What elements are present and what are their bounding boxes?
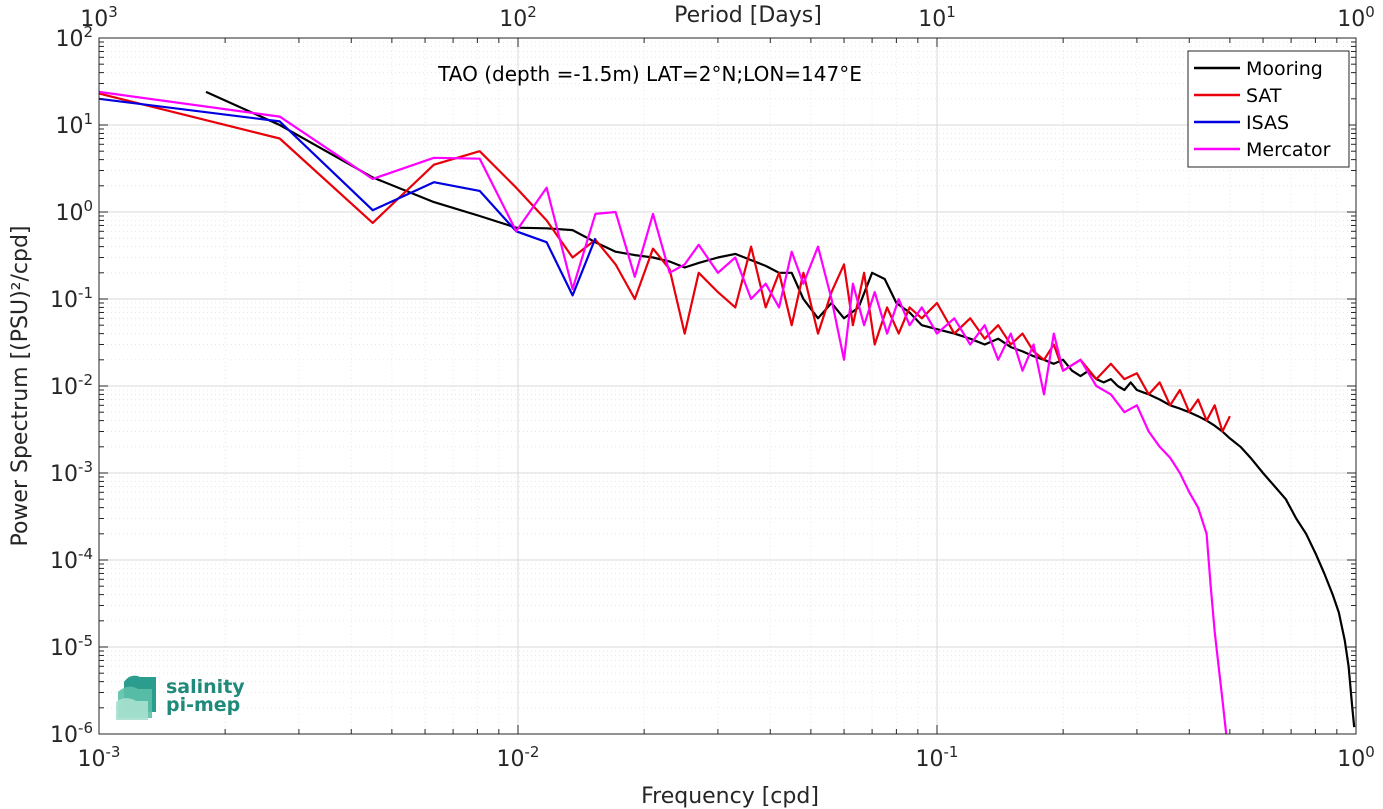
tick-marks xyxy=(98,37,1357,735)
top-tick-label: 101 xyxy=(918,3,956,32)
logo-text-salinity: salinity xyxy=(166,676,245,698)
series-line-mercator xyxy=(99,90,1228,734)
x-tick-label: 10-1 xyxy=(916,743,959,772)
y-tick-labels: 102 101 100 10-1 10-2 10-3 10-4 10-5 10-6 xyxy=(50,23,93,748)
legend-label-mooring: Mooring xyxy=(1246,58,1323,80)
y-tick-label: 10-1 xyxy=(50,284,93,313)
series-line-isas xyxy=(99,97,597,297)
x-tick-label: 100 xyxy=(1337,743,1375,772)
top-tick-label: 100 xyxy=(1337,3,1375,32)
grid xyxy=(98,38,1356,735)
top-tick-labels: 103 102 101 100 xyxy=(80,3,1375,32)
x-axis-title: Frequency [cpd] xyxy=(641,784,819,809)
y-tick-label: 10-6 xyxy=(50,719,93,748)
legend-label-sat: SAT xyxy=(1246,85,1282,107)
x-tick-label: 10-3 xyxy=(78,743,121,772)
y-tick-label: 10-4 xyxy=(50,545,93,574)
x-tick-label: 10-2 xyxy=(497,743,540,772)
y-tick-label: 10-2 xyxy=(50,371,93,400)
legend: Mooring SAT ISAS Mercator xyxy=(1187,50,1350,168)
top-axis-title: Period [Days] xyxy=(674,3,822,28)
legend-box xyxy=(1187,50,1350,168)
series-lines xyxy=(99,90,1356,734)
chart-annotation: TAO (depth =-1.5m) LAT=2°N;LON=147°E xyxy=(437,62,862,86)
legend-label-mercator: Mercator xyxy=(1246,139,1331,161)
salinity-pimep-logo: salinity pi-mep xyxy=(116,675,245,720)
y-tick-label: 101 xyxy=(55,110,93,139)
y-tick-label: 10-3 xyxy=(50,458,93,487)
y-tick-label: 102 xyxy=(55,23,93,52)
series-line-mooring xyxy=(205,90,1356,728)
y-tick-label: 100 xyxy=(55,197,93,226)
series-line-sat xyxy=(99,92,1231,433)
legend-label-isas: ISAS xyxy=(1246,112,1289,134)
y-tick-label: 10-5 xyxy=(50,632,93,661)
wave-logo-icon xyxy=(116,675,156,720)
y-axis-title: Power Spectrum [(PSU)²/cpd] xyxy=(8,225,33,546)
x-tick-labels: 10-3 10-2 10-1 100 xyxy=(78,743,1375,772)
top-tick-label: 103 xyxy=(80,3,118,32)
top-tick-label: 102 xyxy=(499,3,537,32)
logo-text-pimep: pi-mep xyxy=(166,694,240,716)
